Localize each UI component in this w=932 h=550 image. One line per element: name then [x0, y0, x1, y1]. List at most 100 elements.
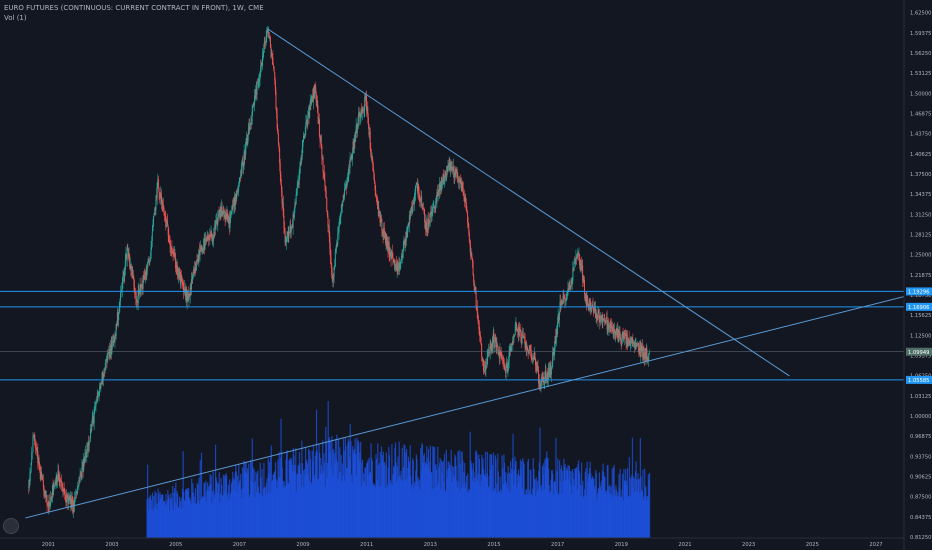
candle-down	[386, 237, 388, 248]
volume-bar	[562, 481, 564, 538]
volume-bar	[149, 496, 151, 538]
volume-bar	[563, 466, 566, 538]
candle-up	[565, 298, 567, 302]
volume-bar	[586, 461, 588, 538]
volume-bar	[287, 483, 290, 538]
candle-up	[232, 204, 234, 210]
volume-bar	[208, 485, 211, 538]
candle-down	[202, 247, 204, 249]
volume-bar	[226, 475, 228, 538]
volume-bar	[480, 480, 482, 538]
candle-down	[345, 186, 347, 188]
level-price-tag[interactable]	[906, 287, 932, 296]
volume-bar	[451, 482, 453, 538]
price-axis[interactable]	[904, 0, 932, 550]
candle-down	[529, 345, 531, 349]
candle-down	[203, 239, 205, 250]
volume-bar	[401, 479, 403, 538]
volume-bar	[166, 500, 168, 538]
candle-down	[525, 341, 527, 349]
level-price-tag[interactable]	[906, 375, 932, 384]
volume-bar	[463, 472, 465, 538]
trend-line[interactable]	[25, 296, 905, 519]
candle-down	[385, 232, 387, 244]
candle-up	[257, 82, 259, 83]
volume-bar	[366, 462, 368, 538]
candle-down	[208, 236, 210, 240]
candle-up	[356, 125, 358, 134]
candle-down	[601, 319, 603, 323]
candle-up	[507, 365, 509, 372]
volume-bar	[217, 483, 219, 538]
candle-down	[462, 188, 464, 195]
candle-up	[252, 106, 254, 112]
volume-bar	[399, 479, 402, 538]
current-price-label: 1.09949	[908, 350, 929, 356]
volume-bar	[632, 487, 634, 538]
candle-down	[169, 243, 171, 246]
volume-bar	[286, 449, 288, 538]
volume-bar	[622, 473, 624, 538]
volume-bar	[282, 480, 284, 538]
volume-bar	[587, 473, 589, 538]
candle-up	[446, 165, 448, 178]
candle-down	[535, 365, 537, 371]
volume-bar	[625, 480, 627, 538]
candle-down	[250, 122, 252, 124]
candle-up	[50, 496, 52, 505]
candle-down	[381, 219, 383, 231]
volume-bar	[210, 475, 212, 538]
candle-up	[380, 215, 382, 223]
volume-bar	[292, 448, 294, 538]
candle-down	[359, 112, 361, 119]
volume-bar	[502, 468, 504, 538]
candle-up	[190, 279, 192, 290]
candle-up	[576, 254, 578, 259]
candle-down	[134, 286, 136, 292]
trend-line[interactable]	[267, 28, 790, 377]
candle-up	[246, 138, 248, 146]
candle-down	[298, 182, 300, 185]
volume-bar	[146, 499, 148, 538]
candle-up	[186, 294, 188, 303]
candle-up	[263, 49, 265, 53]
volume-bar	[563, 458, 565, 538]
candle-up	[151, 231, 153, 242]
level-price-tag[interactable]	[906, 302, 932, 311]
tradingview-logo-icon[interactable]	[3, 518, 19, 534]
candle-up	[350, 157, 352, 159]
candle-down	[34, 444, 36, 448]
candle-up	[352, 141, 354, 154]
volume-bar	[236, 492, 238, 538]
candle-down	[399, 262, 401, 271]
candle-up	[57, 470, 59, 478]
candle-up	[185, 288, 187, 297]
candle-up	[229, 216, 231, 228]
candle-up	[105, 359, 107, 370]
volume-bar	[496, 483, 498, 538]
volume-bar	[570, 484, 572, 538]
y-tick-label: 1.43750	[910, 132, 931, 138]
candle-down	[527, 350, 529, 353]
candle-up	[155, 195, 157, 211]
volume-bar	[477, 473, 479, 538]
volume-bar	[571, 493, 573, 538]
candle-up	[550, 369, 552, 375]
candle-down	[208, 239, 210, 241]
volume-bar	[516, 474, 518, 538]
candle-down	[572, 267, 574, 271]
volume-bar	[240, 473, 242, 538]
candle-up	[180, 275, 182, 285]
candle-down	[583, 276, 585, 280]
volume-bar	[524, 494, 526, 538]
candle-up	[407, 224, 409, 227]
candle-down	[50, 496, 52, 499]
candle-down	[134, 291, 136, 293]
volume-bar	[501, 455, 503, 538]
candle-up	[593, 307, 595, 314]
volume-bar	[252, 467, 254, 538]
volume-bar	[473, 472, 475, 538]
volume-bar	[644, 485, 646, 538]
volume-bar	[573, 485, 575, 538]
